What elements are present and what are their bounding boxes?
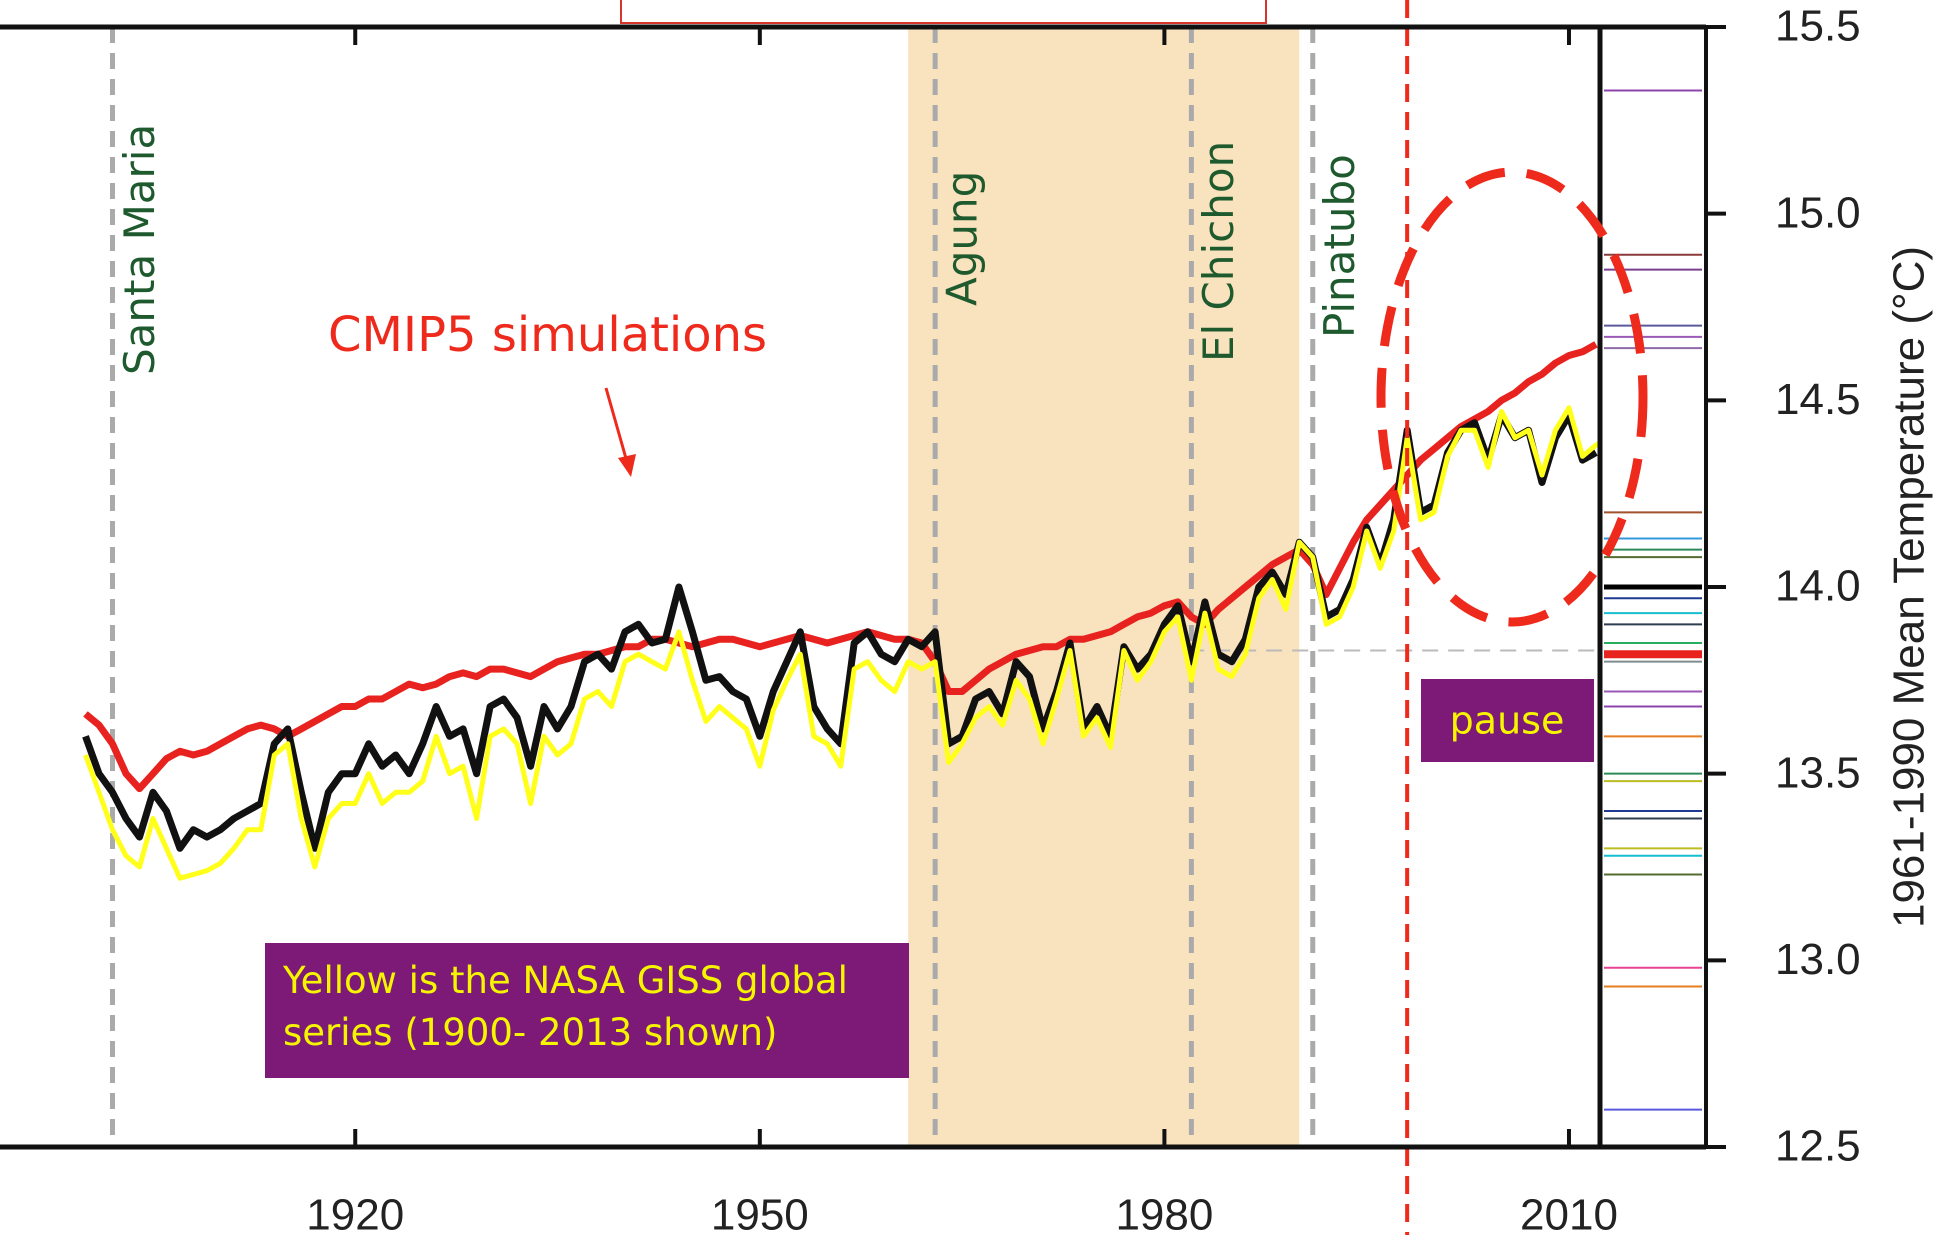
- giss-note: Yellow is the NASA GISS global series (1…: [283, 959, 848, 1054]
- y-tick-label: 15.0: [1775, 188, 1861, 237]
- volcano-label: Agung: [938, 171, 987, 306]
- foreground: Santa Maria Agung El Chichon Pinatubo 1920 19…: [0, 0, 1861, 1235]
- title-box-fragment: [620, 0, 1267, 24]
- volcano-label: El Chichon: [1194, 141, 1243, 362]
- annotation-arrow: [604, 387, 629, 463]
- pause-ellipse: [1376, 167, 1648, 627]
- volcano-label: Pinatubo: [1315, 154, 1364, 338]
- y-tick-label: 13.5: [1775, 748, 1861, 797]
- series-line: [83, 405, 1600, 881]
- y-tick-label: 15.5: [1775, 2, 1861, 51]
- y-tick-label: 12.5: [1775, 1122, 1861, 1171]
- cmip5-label: CMIP5 simulations: [328, 307, 767, 363]
- pause-box: [1421, 679, 1594, 762]
- pause-label: pause: [1450, 699, 1565, 743]
- series-line: [83, 341, 1598, 793]
- series-line: [82, 411, 1598, 852]
- volcano-label: Santa Maria: [115, 124, 164, 375]
- x-tick-label: 1920: [306, 1191, 404, 1235]
- x-tick-label: 1980: [1115, 1191, 1213, 1235]
- series-group: [82, 341, 1600, 881]
- plot-background: [109, 27, 1600, 1147]
- giss-note-box: [265, 943, 909, 1078]
- x-tick-label: 2010: [1520, 1191, 1618, 1235]
- arrow-head: [618, 454, 636, 477]
- shaded-period: [908, 27, 1300, 1147]
- x-tick-label: 1950: [711, 1191, 809, 1235]
- giss-note-text: Yellow is the NASA GISS global series (1…: [283, 959, 848, 1054]
- y-tick-label: 13.0: [1775, 935, 1861, 984]
- y-tick-label: 14.5: [1775, 375, 1861, 424]
- y-tick-label: 14.0: [1775, 562, 1861, 611]
- y-axis-label: 1961-1990 Mean Temperature (°C): [1885, 246, 1934, 928]
